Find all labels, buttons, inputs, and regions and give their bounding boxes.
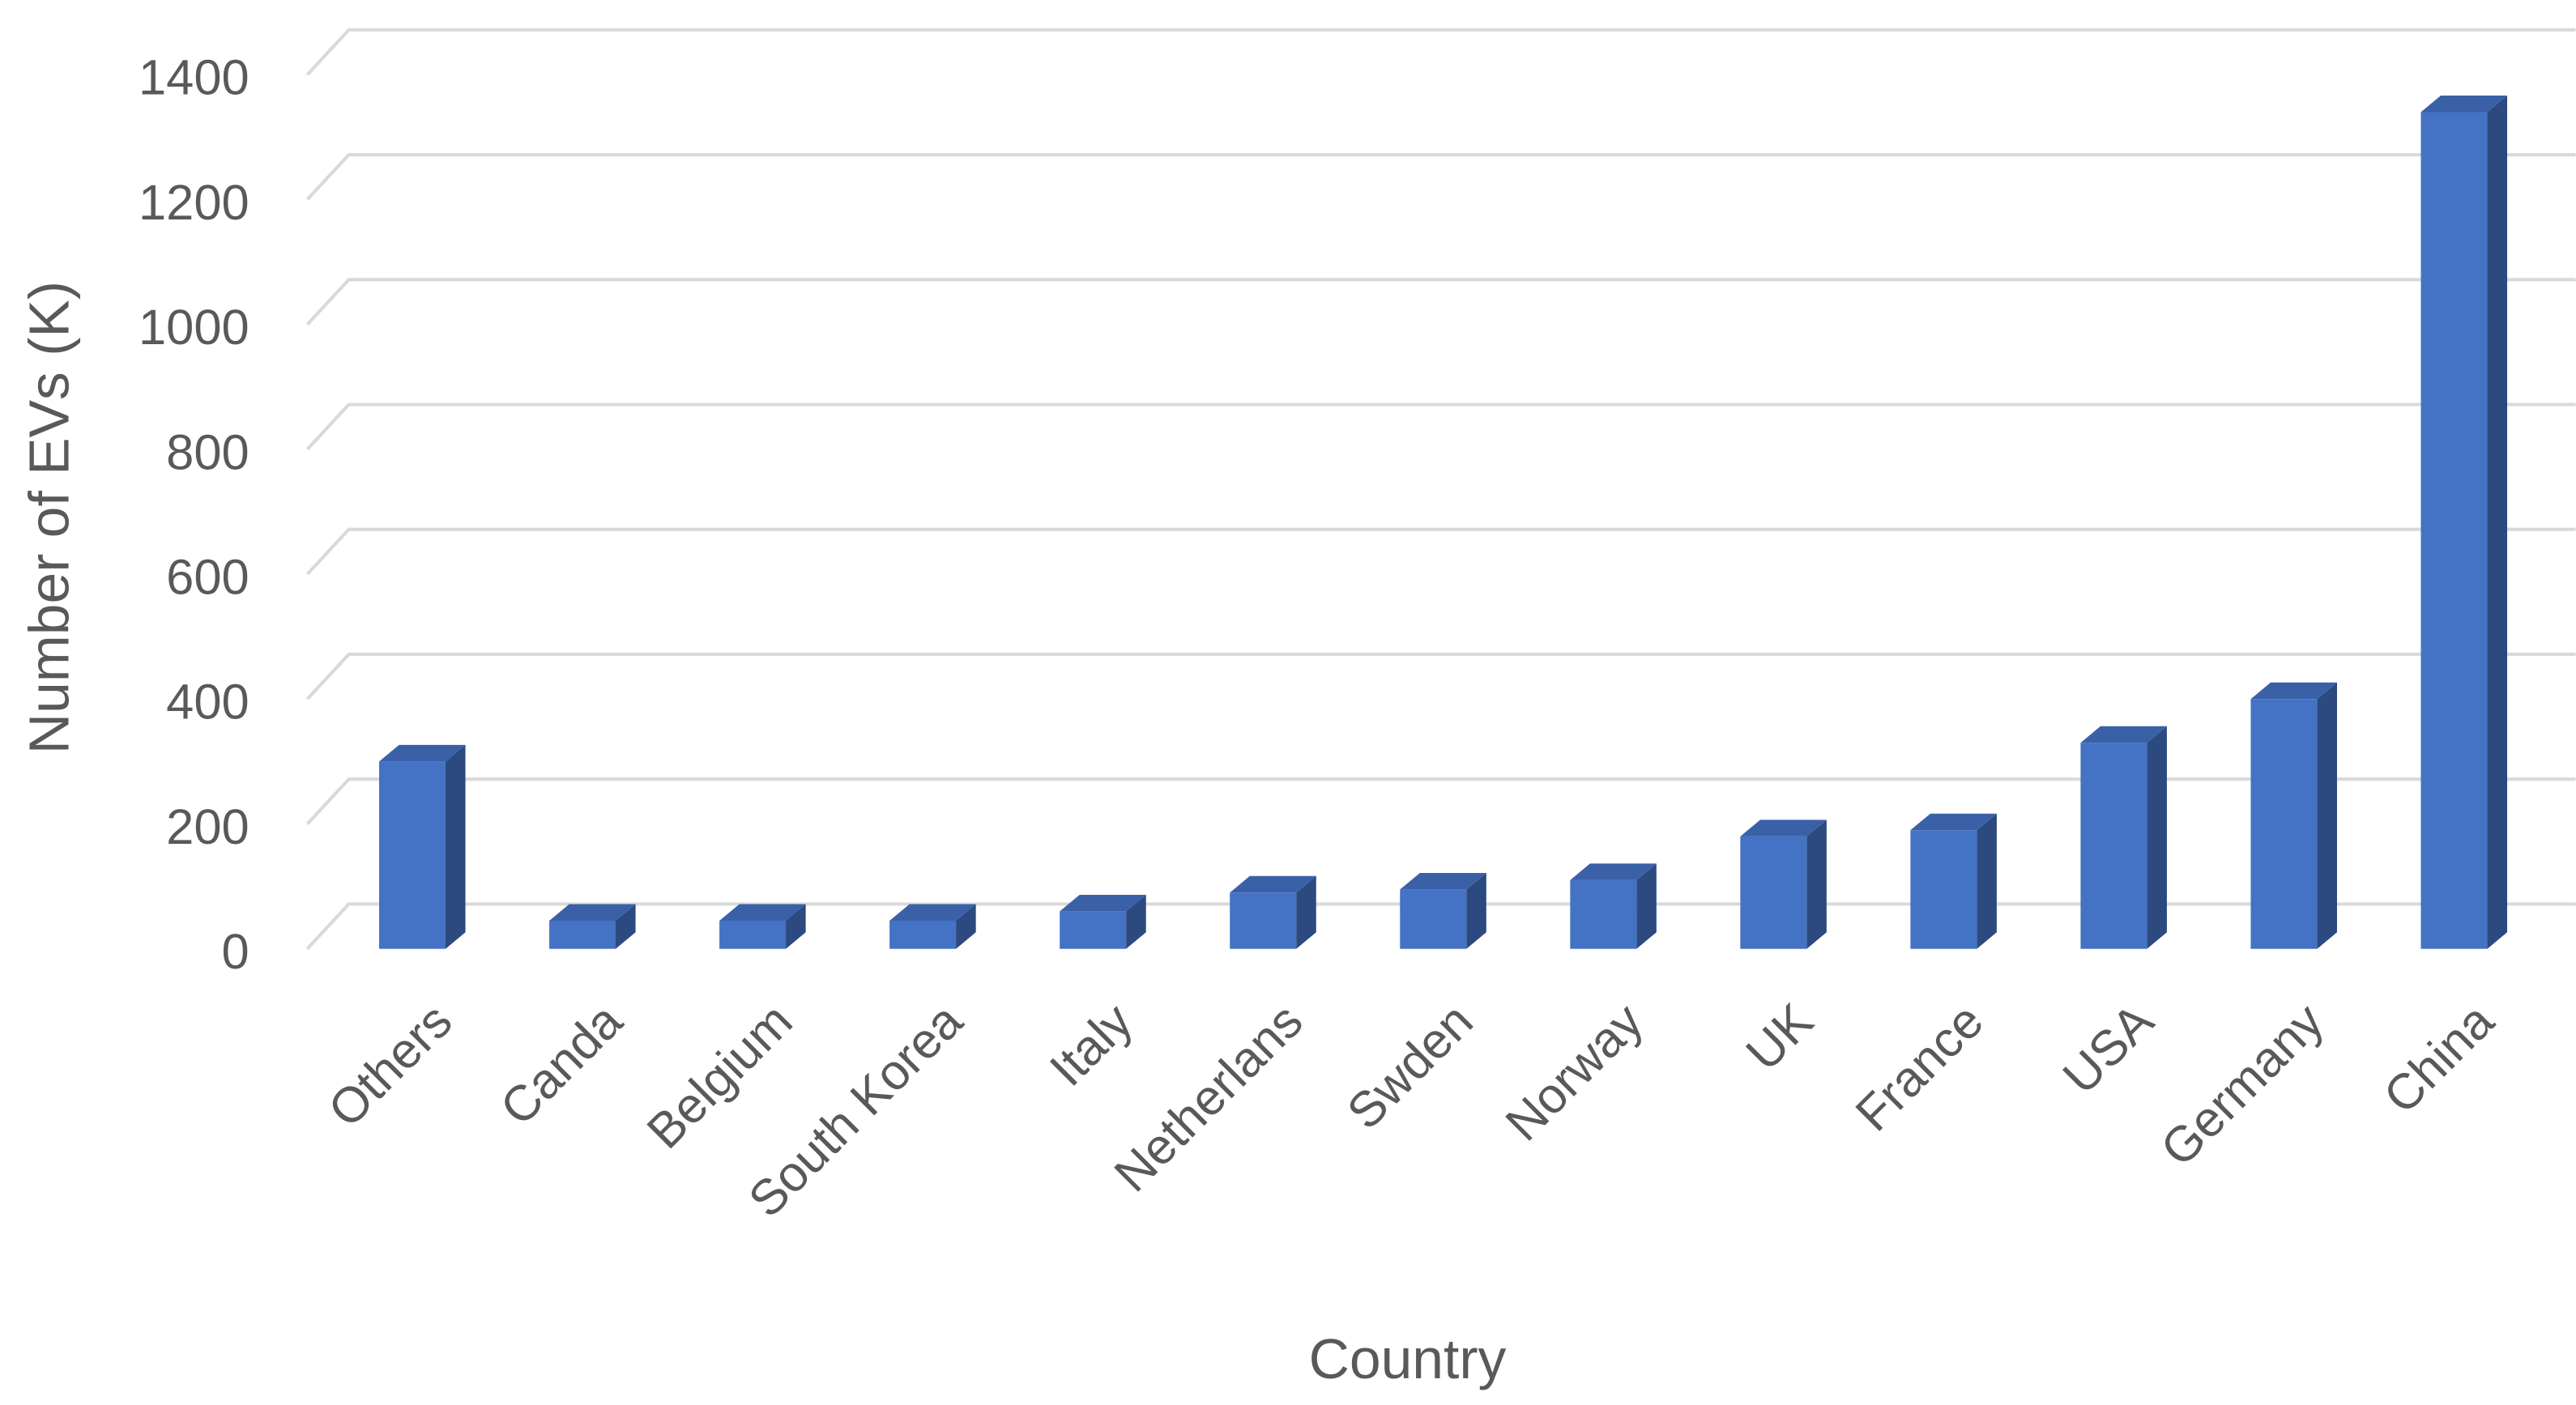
x-tick-label: Germany bbox=[2150, 993, 2335, 1177]
bar-side bbox=[786, 904, 806, 949]
bar bbox=[889, 904, 976, 949]
bar-side bbox=[1977, 813, 1997, 949]
bar-front bbox=[1400, 889, 1467, 949]
x-tick-label: France bbox=[1845, 993, 1994, 1142]
bar-side bbox=[616, 904, 636, 949]
y-tick-label: 1000 bbox=[139, 300, 249, 356]
bar-front bbox=[549, 920, 616, 949]
bar-front bbox=[2080, 743, 2147, 949]
bar-top bbox=[719, 904, 806, 921]
bar-side bbox=[2147, 726, 2167, 949]
x-tick-label: China bbox=[2373, 993, 2506, 1125]
bar-top bbox=[2250, 682, 2337, 700]
grid-line bbox=[305, 652, 2576, 700]
grid-line bbox=[305, 278, 2576, 326]
bar-front bbox=[1060, 911, 1127, 949]
x-tick-label: Italy bbox=[1039, 993, 1144, 1097]
bar bbox=[2420, 95, 2508, 949]
x-tick-label: Others bbox=[318, 993, 463, 1138]
bar bbox=[719, 904, 806, 949]
bar-top bbox=[2080, 726, 2167, 743]
bar bbox=[2080, 726, 2167, 949]
bar-top bbox=[1910, 813, 1997, 831]
bar-front bbox=[889, 920, 957, 949]
bar bbox=[1740, 820, 1827, 949]
bar bbox=[1060, 894, 1146, 949]
grid-line bbox=[305, 402, 2576, 451]
bar-front bbox=[2420, 112, 2488, 949]
bar-side bbox=[1636, 863, 1657, 949]
y-tick-label: 1400 bbox=[139, 50, 249, 106]
bar-top bbox=[1570, 863, 1657, 880]
x-tick-label: Norway bbox=[1495, 993, 1654, 1152]
x-tick-label: Swden bbox=[1337, 993, 1484, 1140]
bar-top bbox=[1230, 875, 1316, 893]
bar-top bbox=[379, 744, 466, 762]
bar bbox=[379, 744, 466, 949]
bar-front bbox=[1230, 892, 1297, 949]
bar-front bbox=[379, 761, 446, 949]
bar-front bbox=[719, 920, 787, 949]
bar bbox=[549, 904, 636, 949]
bar-side bbox=[1806, 820, 1827, 949]
x-tick-label: Canda bbox=[490, 993, 633, 1136]
y-axis-title: Number of EVs (K) bbox=[17, 281, 80, 754]
bar-side bbox=[956, 904, 976, 949]
bar-side bbox=[2487, 95, 2508, 949]
grid-line bbox=[305, 28, 2576, 76]
y-tick-label: 800 bbox=[166, 424, 249, 480]
bar bbox=[2250, 682, 2337, 949]
x-tick-label: Belgium bbox=[637, 993, 804, 1160]
bar bbox=[1400, 872, 1486, 949]
bar bbox=[1910, 813, 1997, 949]
y-tick-label: 400 bbox=[166, 675, 249, 730]
grid-line bbox=[305, 902, 2576, 951]
bar-front bbox=[1910, 830, 1977, 949]
grid-line bbox=[305, 527, 2576, 576]
bar-side bbox=[1296, 875, 1316, 949]
bar-front bbox=[2250, 699, 2318, 949]
bar-top bbox=[889, 904, 976, 921]
bar-top bbox=[1060, 894, 1146, 912]
bar-side bbox=[1126, 894, 1146, 949]
grid-line bbox=[305, 777, 2576, 825]
grid-line bbox=[305, 153, 2576, 201]
x-tick-label: UK bbox=[1736, 993, 1824, 1081]
x-axis-title: Country bbox=[1309, 1327, 1507, 1390]
bar-front bbox=[1740, 836, 1807, 949]
bar-top bbox=[549, 904, 636, 921]
y-tick-label: 200 bbox=[166, 799, 249, 855]
y-tick-label: 1200 bbox=[139, 175, 249, 231]
bar bbox=[1570, 863, 1657, 949]
bar bbox=[1230, 875, 1316, 949]
y-tick-label: 600 bbox=[166, 549, 249, 605]
y-tick-label: 0 bbox=[222, 924, 249, 980]
bar-side bbox=[2317, 682, 2337, 949]
bar-top bbox=[1740, 820, 1827, 837]
bar-front bbox=[1570, 879, 1637, 949]
x-tick-label: USA bbox=[2053, 993, 2164, 1105]
bar-side bbox=[1466, 872, 1486, 949]
bar-top bbox=[2420, 95, 2508, 113]
bar-side bbox=[445, 744, 466, 949]
bar-top bbox=[1400, 872, 1486, 890]
